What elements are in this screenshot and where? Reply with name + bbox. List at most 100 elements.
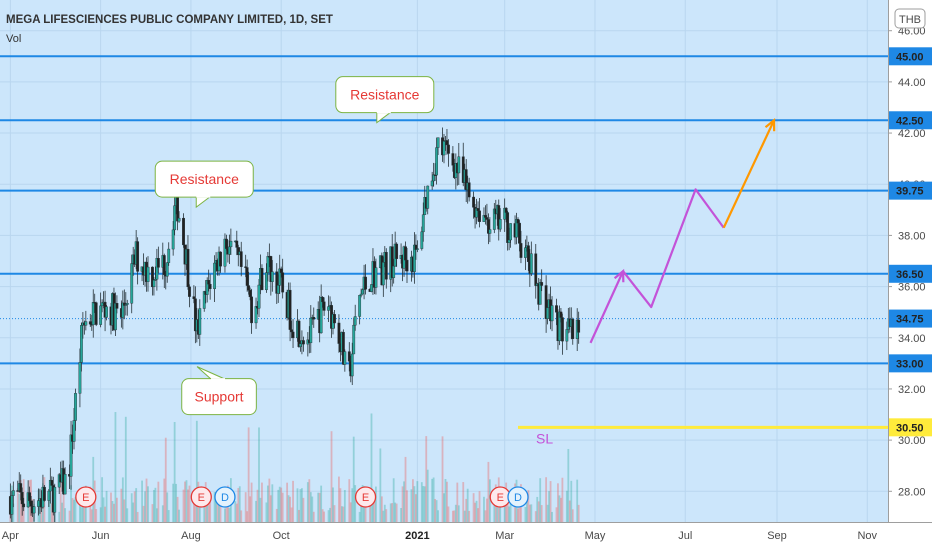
candle-body bbox=[229, 240, 233, 248]
volume-bar bbox=[12, 503, 15, 522]
volume-bar bbox=[309, 492, 312, 522]
volume-bar bbox=[508, 506, 511, 522]
volume-bar bbox=[234, 501, 237, 522]
x-tick-label: Jul bbox=[678, 530, 692, 542]
candle-body bbox=[225, 238, 228, 249]
volume-bar bbox=[247, 427, 250, 522]
volume-bar bbox=[123, 499, 126, 522]
candle-body bbox=[321, 297, 325, 303]
time-axis-panel[interactable] bbox=[0, 522, 932, 550]
candle-body bbox=[125, 303, 129, 305]
volume-bar bbox=[447, 506, 450, 522]
price-level-lines: SL bbox=[0, 55, 888, 446]
volume-bar bbox=[567, 448, 570, 522]
volume-bar bbox=[349, 502, 352, 522]
volume-bar bbox=[246, 511, 249, 522]
volume-bar bbox=[164, 437, 167, 522]
volume-bar bbox=[360, 494, 363, 522]
volume-bar bbox=[392, 478, 395, 522]
candle-body bbox=[374, 267, 378, 288]
candle-body bbox=[69, 434, 73, 477]
volume-bar bbox=[457, 505, 460, 522]
volume-bar bbox=[240, 510, 243, 522]
volume-bar bbox=[157, 481, 160, 522]
candle-body bbox=[260, 268, 264, 291]
volume-bar bbox=[413, 486, 416, 522]
currency-label: THB bbox=[899, 14, 921, 26]
volume-bar bbox=[400, 508, 402, 522]
candle-body bbox=[577, 319, 581, 333]
candle-body bbox=[415, 248, 419, 250]
volume-bar bbox=[277, 489, 280, 522]
candle-body bbox=[384, 252, 388, 280]
event-marker-letter: E bbox=[497, 492, 504, 504]
volume-bar bbox=[167, 510, 170, 522]
volume-bar bbox=[321, 509, 324, 522]
volume-bar bbox=[105, 490, 108, 522]
volume-bar bbox=[364, 498, 367, 522]
volume-bar bbox=[404, 456, 407, 522]
volume-bar bbox=[518, 493, 521, 522]
currency-badge[interactable]: THB bbox=[894, 8, 926, 29]
volume-bar bbox=[372, 492, 374, 522]
volume-bar bbox=[487, 461, 490, 522]
volume-bar bbox=[394, 502, 397, 522]
volume-bar bbox=[132, 502, 135, 522]
volume-bar bbox=[551, 511, 553, 522]
candle-body bbox=[136, 241, 140, 272]
candle-body bbox=[22, 503, 26, 508]
volume-bar bbox=[268, 478, 271, 522]
candle-body bbox=[333, 314, 336, 324]
candle-body bbox=[370, 284, 373, 292]
volume-bar bbox=[545, 477, 548, 522]
volume-bar bbox=[237, 488, 240, 522]
volume-bar bbox=[219, 498, 222, 522]
volume-bar bbox=[238, 486, 241, 522]
volume-bar bbox=[70, 485, 72, 522]
volume-bar bbox=[385, 509, 388, 522]
volume-bar bbox=[369, 491, 371, 522]
volume-bar bbox=[198, 495, 201, 522]
volume-bar bbox=[493, 494, 496, 522]
candle-body bbox=[74, 393, 77, 421]
annotation-callouts: Resistance Resistance Support bbox=[154, 76, 435, 416]
stop-loss-price-label: 30.50 bbox=[896, 422, 924, 434]
level-price-label-bg bbox=[889, 111, 932, 130]
volume-bar bbox=[110, 492, 112, 522]
candle-body bbox=[245, 267, 249, 286]
volume-bar bbox=[312, 511, 315, 522]
candle-body bbox=[558, 311, 561, 342]
volume-bar bbox=[120, 488, 123, 522]
volume-bar bbox=[477, 508, 479, 522]
candle-body bbox=[404, 246, 407, 261]
candle-body bbox=[319, 297, 323, 334]
volume-bar bbox=[172, 483, 175, 522]
x-tick-label: 2021 bbox=[405, 530, 429, 542]
candle-body bbox=[219, 251, 222, 267]
volume-bar bbox=[561, 477, 564, 522]
volume-bar bbox=[431, 478, 434, 522]
event-marker-letter: E bbox=[82, 492, 89, 504]
candle-body bbox=[302, 340, 305, 345]
volume-bar bbox=[90, 509, 93, 522]
candle-body bbox=[94, 302, 98, 325]
volume-bar bbox=[340, 506, 343, 522]
volume-bar bbox=[391, 503, 394, 522]
event-marker-letter: E bbox=[198, 492, 205, 504]
candle-body bbox=[518, 222, 521, 244]
level-price-label-bg bbox=[889, 47, 932, 66]
volume-bar bbox=[101, 477, 104, 522]
candle-body bbox=[485, 217, 489, 220]
candle-body bbox=[50, 479, 54, 486]
volume-bar bbox=[224, 508, 226, 522]
volume-bar bbox=[95, 509, 98, 522]
volume-bar bbox=[19, 480, 22, 522]
candle-body bbox=[173, 205, 177, 231]
candle-body bbox=[29, 500, 33, 507]
volume-bar bbox=[389, 503, 392, 522]
callout-pointer bbox=[376, 111, 392, 124]
volume-bar bbox=[380, 496, 383, 522]
candle-body bbox=[395, 243, 399, 259]
volume-bar bbox=[475, 500, 478, 522]
